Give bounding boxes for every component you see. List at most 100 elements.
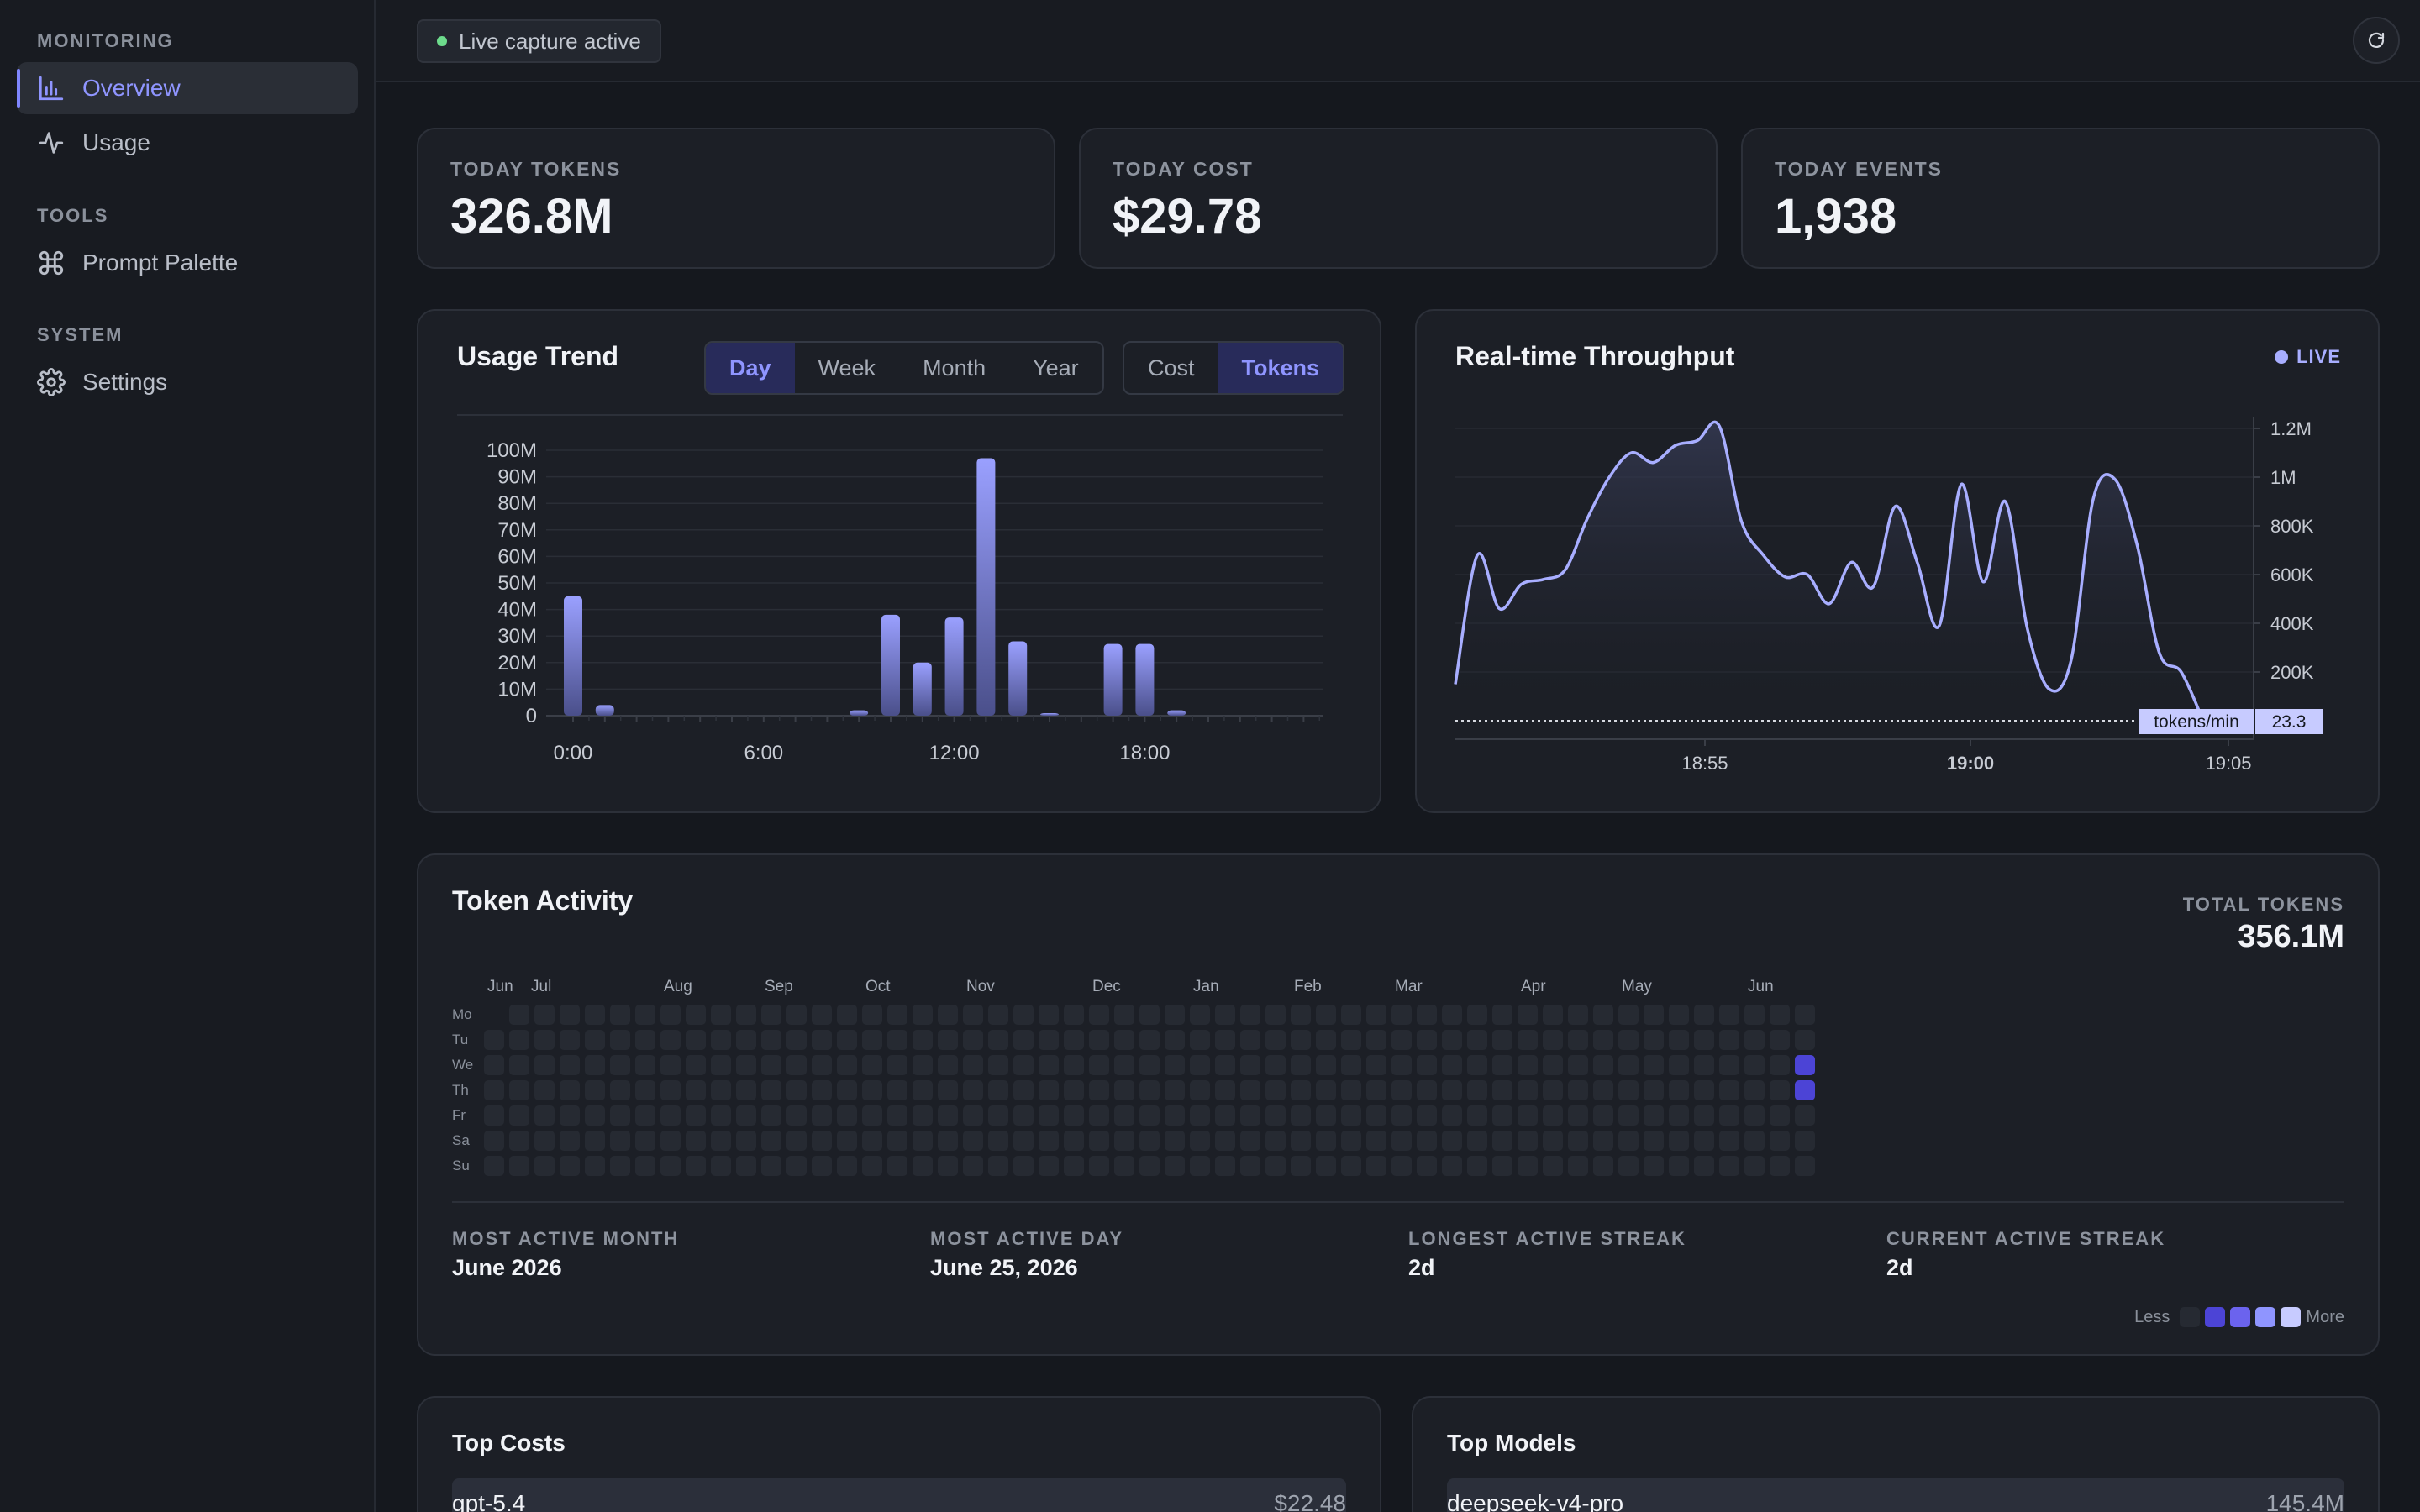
heatmap-cell[interactable] bbox=[1039, 1055, 1059, 1075]
heatmap-cell[interactable] bbox=[862, 1156, 882, 1176]
heatmap-cell[interactable] bbox=[1644, 1080, 1664, 1100]
heatmap-cell[interactable] bbox=[585, 1030, 605, 1050]
heatmap-cell[interactable] bbox=[1593, 1055, 1613, 1075]
heatmap-cell[interactable] bbox=[963, 1131, 983, 1151]
bar[interactable] bbox=[1135, 643, 1155, 716]
heatmap-cell[interactable] bbox=[812, 1030, 832, 1050]
heatmap-cell[interactable] bbox=[887, 1156, 908, 1176]
heatmap-cell[interactable] bbox=[1719, 1030, 1739, 1050]
heatmap-cell[interactable] bbox=[1719, 1105, 1739, 1126]
heatmap-cell[interactable] bbox=[585, 1005, 605, 1025]
heatmap-cell[interactable] bbox=[534, 1030, 555, 1050]
range-month-button[interactable]: Month bbox=[923, 354, 986, 381]
heatmap-cell[interactable] bbox=[837, 1105, 857, 1126]
heatmap-cell[interactable] bbox=[887, 1005, 908, 1025]
heatmap-cell[interactable] bbox=[610, 1080, 630, 1100]
heatmap-cell[interactable] bbox=[1644, 1005, 1664, 1025]
heatmap-cell[interactable] bbox=[1013, 1080, 1034, 1100]
heatmap-cell[interactable] bbox=[988, 1131, 1008, 1151]
heatmap-cell[interactable] bbox=[1013, 1156, 1034, 1176]
heatmap-cell[interactable] bbox=[1669, 1156, 1689, 1176]
heatmap-cell[interactable] bbox=[484, 1131, 504, 1151]
heatmap-cell[interactable] bbox=[1518, 1156, 1538, 1176]
heatmap-cell[interactable] bbox=[1618, 1131, 1639, 1151]
heatmap-cell[interactable] bbox=[1618, 1005, 1639, 1025]
heatmap-cell[interactable] bbox=[786, 1156, 807, 1176]
heatmap-cell[interactable] bbox=[1442, 1005, 1462, 1025]
heatmap-cell[interactable] bbox=[1265, 1080, 1286, 1100]
heatmap-cell[interactable] bbox=[1694, 1005, 1714, 1025]
heatmap-cell[interactable] bbox=[1568, 1080, 1588, 1100]
heatmap-cell[interactable] bbox=[1064, 1105, 1084, 1126]
heatmap-cell[interactable] bbox=[1719, 1131, 1739, 1151]
heatmap-cell[interactable] bbox=[1291, 1030, 1311, 1050]
heatmap-cell[interactable] bbox=[812, 1156, 832, 1176]
heatmap-cell[interactable] bbox=[963, 1105, 983, 1126]
heatmap-cell[interactable] bbox=[1492, 1080, 1512, 1100]
heatmap-cell[interactable] bbox=[1039, 1005, 1059, 1025]
heatmap-cell[interactable] bbox=[1291, 1055, 1311, 1075]
heatmap-cell[interactable] bbox=[1669, 1131, 1689, 1151]
heatmap-cell[interactable] bbox=[1543, 1131, 1563, 1151]
heatmap-cell[interactable] bbox=[1492, 1105, 1512, 1126]
heatmap-cell[interactable] bbox=[812, 1080, 832, 1100]
heatmap-cell[interactable] bbox=[660, 1156, 681, 1176]
bar[interactable] bbox=[850, 710, 869, 716]
heatmap-cell[interactable] bbox=[1215, 1156, 1235, 1176]
heatmap-cell[interactable] bbox=[1770, 1156, 1790, 1176]
heatmap-cell[interactable] bbox=[887, 1055, 908, 1075]
heatmap-cell[interactable] bbox=[1492, 1030, 1512, 1050]
sidebar-item-overview[interactable]: Overview bbox=[17, 62, 358, 114]
heatmap-cell[interactable] bbox=[887, 1105, 908, 1126]
heatmap-cell[interactable] bbox=[635, 1030, 655, 1050]
heatmap-cell[interactable] bbox=[913, 1080, 933, 1100]
sidebar-item-settings[interactable]: Settings bbox=[17, 356, 358, 408]
heatmap-cell[interactable] bbox=[1593, 1105, 1613, 1126]
heatmap-cell[interactable] bbox=[1291, 1005, 1311, 1025]
heatmap-cell[interactable] bbox=[1770, 1055, 1790, 1075]
heatmap-cell[interactable] bbox=[1467, 1105, 1487, 1126]
heatmap-cell[interactable] bbox=[1719, 1156, 1739, 1176]
heatmap-cell[interactable] bbox=[1013, 1105, 1034, 1126]
bar[interactable] bbox=[1167, 710, 1186, 716]
heatmap-cell[interactable] bbox=[1467, 1030, 1487, 1050]
range-year-button[interactable]: Year bbox=[1033, 354, 1079, 381]
heatmap-cell[interactable] bbox=[1064, 1055, 1084, 1075]
heatmap-cell[interactable] bbox=[1795, 1105, 1815, 1126]
heatmap-cell[interactable] bbox=[711, 1131, 731, 1151]
heatmap-cell[interactable] bbox=[1366, 1080, 1386, 1100]
heatmap-cell[interactable] bbox=[1417, 1131, 1437, 1151]
heatmap-cell[interactable] bbox=[1291, 1156, 1311, 1176]
heatmap-cell[interactable] bbox=[711, 1005, 731, 1025]
heatmap-cell[interactable] bbox=[1265, 1030, 1286, 1050]
heatmap-cell[interactable] bbox=[1215, 1005, 1235, 1025]
heatmap-cell[interactable] bbox=[1593, 1080, 1613, 1100]
heatmap-cell[interactable] bbox=[484, 1080, 504, 1100]
heatmap-cell[interactable] bbox=[635, 1105, 655, 1126]
heatmap-cell[interactable] bbox=[1442, 1156, 1462, 1176]
heatmap-cell[interactable] bbox=[534, 1080, 555, 1100]
heatmap-cell[interactable] bbox=[711, 1105, 731, 1126]
heatmap-cell[interactable] bbox=[635, 1055, 655, 1075]
heatmap-cell[interactable] bbox=[1694, 1105, 1714, 1126]
heatmap-cell[interactable] bbox=[1719, 1005, 1739, 1025]
heatmap-cell[interactable] bbox=[963, 1030, 983, 1050]
bar[interactable] bbox=[1008, 641, 1028, 716]
bar[interactable] bbox=[944, 617, 964, 716]
heatmap-cell[interactable] bbox=[1114, 1030, 1134, 1050]
heatmap-cell[interactable] bbox=[761, 1156, 781, 1176]
heatmap-cell[interactable] bbox=[1316, 1005, 1336, 1025]
heatmap-cell[interactable] bbox=[1316, 1055, 1336, 1075]
heatmap-cell[interactable] bbox=[963, 1156, 983, 1176]
heatmap-cell[interactable] bbox=[1770, 1131, 1790, 1151]
heatmap-cell[interactable] bbox=[1265, 1055, 1286, 1075]
heatmap-cell[interactable] bbox=[660, 1005, 681, 1025]
heatmap-cell[interactable] bbox=[686, 1080, 706, 1100]
heatmap-cell[interactable] bbox=[1341, 1105, 1361, 1126]
heatmap-cell[interactable] bbox=[509, 1131, 529, 1151]
heatmap-cell[interactable] bbox=[938, 1080, 958, 1100]
heatmap-cell[interactable] bbox=[635, 1080, 655, 1100]
heatmap-cell[interactable] bbox=[1417, 1156, 1437, 1176]
bar[interactable] bbox=[1040, 713, 1059, 716]
heatmap-cell[interactable] bbox=[736, 1080, 756, 1100]
